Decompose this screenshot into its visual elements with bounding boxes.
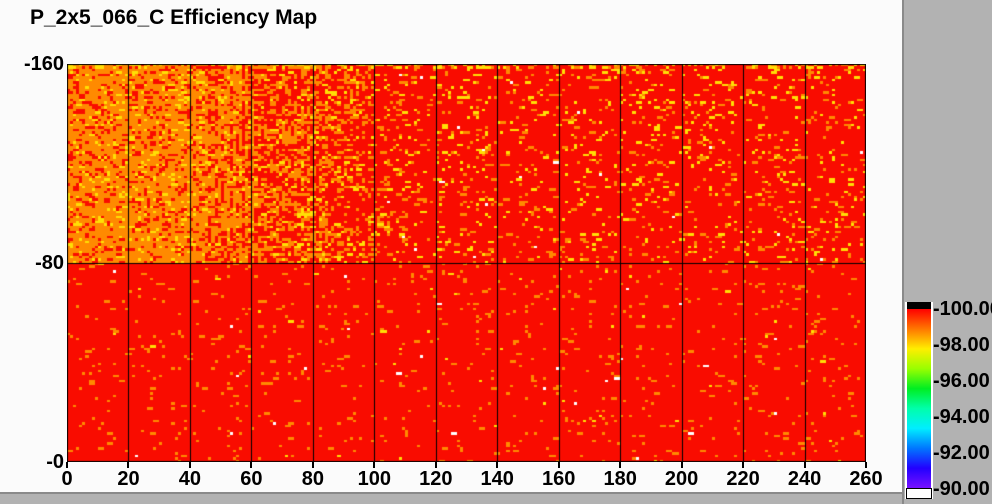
colorbar-tick-label: -100.00	[933, 298, 992, 320]
y-tick-label: -80	[35, 252, 64, 274]
x-tick-label: 20	[117, 468, 140, 490]
x-tick-label: 80	[301, 468, 324, 490]
x-tick-mark	[557, 462, 560, 468]
x-tick-label: 180	[603, 468, 637, 490]
x-tick-mark	[680, 462, 683, 468]
x-tick-mark	[188, 462, 191, 468]
colorbar-tick-label: -94.00	[933, 405, 990, 428]
colorbar-tick-label: -96.00	[933, 369, 990, 392]
x-tick-label: 120	[419, 468, 453, 490]
x-tick-mark	[803, 462, 806, 468]
x-tick-label: 220	[726, 468, 760, 490]
x-tick-label: 140	[480, 468, 514, 490]
x-tick-mark	[373, 462, 376, 468]
x-tick-label: 200	[664, 468, 699, 490]
colorbar-tick-label: -92.00	[933, 441, 990, 464]
colorbar-gradient	[907, 309, 931, 488]
x-tick-label: 100	[357, 468, 391, 490]
x-tick-mark	[311, 462, 314, 468]
x-tick-label: 260	[849, 468, 883, 490]
x-tick-label: 160	[542, 468, 576, 490]
colorbar-tick-label: -98.00	[933, 333, 990, 356]
x-tick-mark	[127, 462, 130, 468]
x-tick-mark	[865, 462, 867, 468]
plot-background: P_2x5_066_C Efficiency Map 0 20 40 60 80 100 1…	[23, 6, 883, 490]
x-tick-mark	[742, 462, 745, 468]
x-tick-label: 0	[61, 468, 73, 490]
x-tick-mark	[66, 462, 68, 468]
colorbar-tick-label: -90.00	[933, 477, 990, 500]
x-tick-mark	[619, 462, 622, 468]
x-tick-label: 240	[787, 468, 822, 490]
x-tick-mark	[496, 462, 499, 468]
colorbar-underflow-cap	[906, 488, 932, 499]
x-tick-label: 40	[178, 468, 202, 490]
colorbar-overflow-cap	[907, 302, 931, 309]
heatmap-plot	[67, 64, 866, 462]
x-tick-label: 60	[240, 468, 263, 490]
x-tick-mark	[250, 462, 253, 468]
chart-title: P_2x5_066_C Efficiency Map	[30, 6, 318, 29]
x-tick-mark	[434, 462, 437, 468]
y-tick-label: -0	[46, 451, 64, 473]
colorbar	[905, 302, 933, 499]
frame-background-bottom	[0, 492, 902, 504]
y-tick-label: -160	[23, 53, 64, 75]
